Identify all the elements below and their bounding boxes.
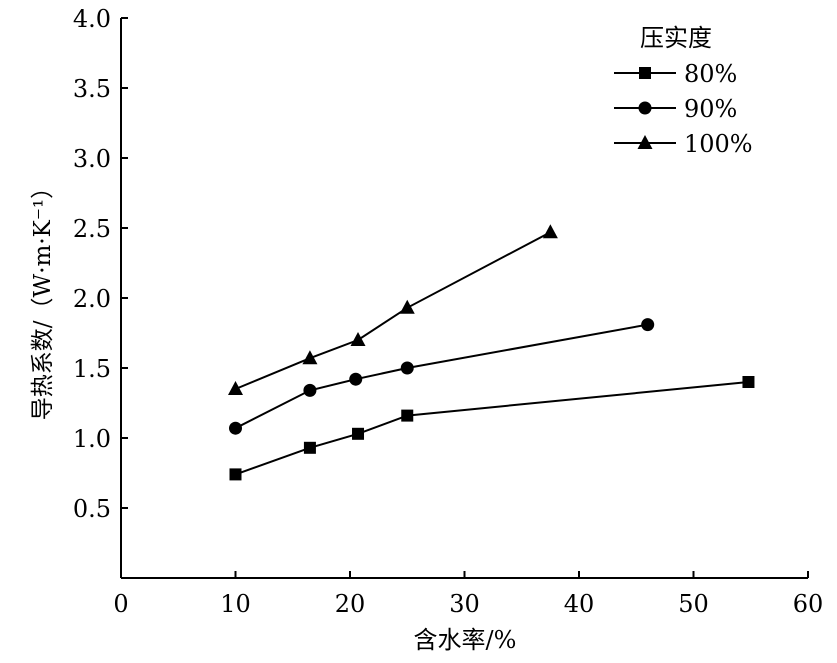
y-tick-label: 3.0 [73, 145, 111, 173]
x-tick-label: 30 [449, 590, 480, 618]
data-point-triangle [542, 224, 558, 239]
x-tick-label: 60 [793, 590, 824, 618]
legend-marker-circle [638, 101, 652, 115]
y-tick-label: 3.5 [73, 75, 111, 103]
data-point-circle [229, 421, 242, 435]
data-point-circle [349, 372, 363, 386]
data-point-circle [303, 383, 317, 397]
legend-label: 80% [684, 60, 737, 88]
data-point-circle [641, 318, 655, 332]
x-tick-label: 50 [678, 590, 709, 618]
data-point-triangle [228, 381, 243, 395]
x-axis-label: 含水率/% [414, 626, 517, 654]
data-point-square [401, 409, 414, 422]
y-axis-label: 导热系数/（W·m·K⁻¹） [30, 176, 56, 420]
data-point-square [303, 441, 316, 454]
data-point-triangle [350, 332, 366, 346]
data-point-square [229, 468, 242, 481]
x-tick-label: 20 [335, 590, 366, 618]
y-tick-label: 0.5 [73, 495, 111, 523]
legend-marker-triangle [637, 135, 653, 149]
data-point-circle [400, 361, 414, 375]
legend-title: 压实度 [640, 24, 712, 52]
legend-marker-square [639, 67, 651, 79]
data-point-square [742, 376, 755, 388]
y-tick-label: 1.5 [73, 355, 111, 383]
x-tick-label: 10 [220, 590, 251, 618]
y-tick-label: 1.0 [73, 425, 111, 453]
y-tick-label: 4.0 [73, 5, 111, 33]
y-tick-label: 2.5 [73, 215, 111, 243]
legend-label: 90% [684, 95, 737, 123]
x-tick-label: 0 [113, 590, 128, 618]
legend-label: 100% [684, 130, 753, 158]
x-tick-label: 40 [564, 590, 595, 618]
series-line-100% [235, 231, 551, 390]
data-point-triangle [399, 299, 415, 314]
y-tick-label: 2.0 [73, 285, 111, 313]
data-point-square [352, 427, 365, 440]
data-point-triangle [302, 350, 318, 365]
